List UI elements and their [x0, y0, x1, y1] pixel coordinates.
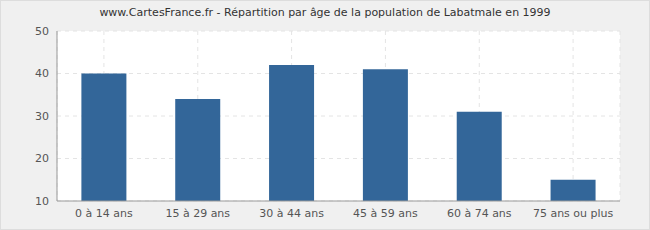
html-text:www.CartesFrance.fr - Répartit: www.CartesFrance.fr - Répartition par âg…: [99, 6, 551, 19]
svg-text:15 à 29 ans: 15 à 29 ans: [165, 207, 230, 220]
svg-text:60 à 74 ans: 60 à 74 ans: [447, 207, 512, 220]
svg-text:30: 30: [35, 110, 49, 123]
svg-text:10: 10: [35, 195, 49, 208]
svg-text:40: 40: [35, 67, 49, 80]
svg-text:20: 20: [35, 152, 49, 165]
svg-text:50: 50: [35, 25, 49, 38]
svg-text:30 à 44 ans: 30 à 44 ans: [259, 207, 324, 220]
svg-text:0 à 14 ans: 0 à 14 ans: [75, 207, 133, 220]
svg-text:75 ans ou plus: 75 ans ou plus: [533, 207, 614, 220]
svg-text:45 à 59 ans: 45 à 59 ans: [353, 207, 418, 220]
